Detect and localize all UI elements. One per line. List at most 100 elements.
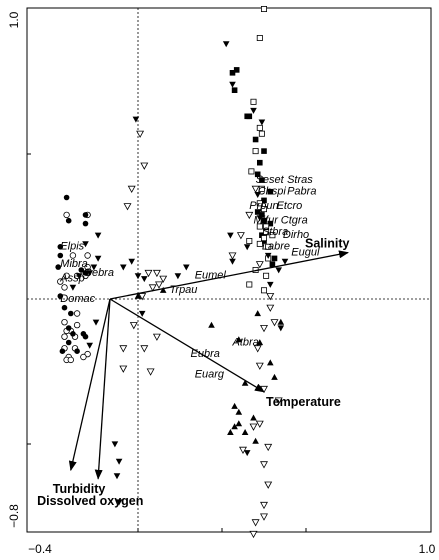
sample-point-open-inv-triangle (264, 443, 273, 452)
sample-point-open-inv-triangle (274, 397, 283, 405)
sample-point-open-square (260, 287, 267, 294)
x-tick-label-right: 1.0 (419, 542, 436, 556)
sample-point-open-inv-triangle (159, 275, 168, 283)
species-label: Eubra (191, 348, 220, 360)
species-label: Stras (287, 174, 313, 186)
sample-point-open-inv-triangle (270, 319, 279, 327)
sample-point-filled-triangle (252, 437, 259, 444)
sample-point-open-inv-triangle (138, 293, 147, 301)
sample-point-open-circle (69, 252, 77, 259)
sample-point-filled-square (267, 220, 274, 227)
sample-point-filled-circle (57, 293, 64, 299)
species-label: Assp (59, 273, 84, 285)
sample-point-open-inv-triangle (255, 420, 264, 428)
sample-point-filled-circle (65, 325, 72, 331)
sample-point-open-circle (57, 278, 64, 285)
sample-point-filled-inv-triangle (113, 473, 121, 480)
sample-point-filled-square (261, 148, 267, 154)
sample-point-open-inv-triangle (228, 252, 237, 260)
sample-point-filled-inv-triangle (256, 215, 264, 222)
sample-point-filled-inv-triangle (69, 284, 77, 291)
sample-point-filled-circle (57, 252, 64, 259)
species-label: Euarg (195, 368, 225, 380)
species-label: Labre (262, 241, 290, 253)
sample-point-open-square (263, 223, 270, 230)
sample-points (55, 6, 289, 539)
sample-point-filled-inv-triangle (132, 116, 140, 123)
sample-point-open-circle (63, 272, 70, 279)
sample-point-open-square (263, 272, 270, 279)
env-vector-arrow (109, 250, 349, 300)
species-label: Seset (256, 174, 285, 186)
sample-point-open-circle (80, 353, 87, 361)
species-label: Pabra (287, 186, 316, 198)
sample-point-filled-inv-triangle (258, 119, 266, 126)
sample-point-open-square (246, 281, 253, 288)
sample-point-open-inv-triangle (127, 185, 136, 194)
species-label: Ctgra (281, 215, 308, 227)
sample-point-filled-inv-triangle (275, 267, 282, 274)
sample-point-filled-square (271, 255, 278, 262)
sample-point-open-circle (73, 310, 81, 317)
sample-point-open-square (248, 168, 255, 175)
sample-point-open-square (250, 98, 257, 105)
sample-point-filled-square (252, 136, 259, 143)
sample-point-open-inv-triangle (119, 345, 128, 353)
sample-point-open-inv-triangle (146, 368, 155, 376)
sample-point-open-square (256, 240, 263, 247)
sample-point-open-square (263, 229, 270, 236)
species-label: Eugul (291, 247, 320, 259)
minor-ticks (27, 153, 307, 532)
sample-point-filled-inv-triangle (94, 255, 102, 262)
sample-point-filled-inv-triangle (82, 241, 89, 248)
sample-point-filled-inv-triangle (222, 41, 230, 48)
sample-point-open-inv-triangle (260, 513, 268, 521)
sample-point-open-square (256, 200, 263, 207)
env-vector-label: Dissolved oxygen (37, 494, 143, 508)
sample-point-filled-triangle (227, 429, 234, 435)
sample-point-filled-square (233, 67, 240, 73)
species-label: Mifur (254, 215, 280, 227)
sample-point-filled-circle (74, 348, 80, 355)
x-tick-label-left: −0.4 (28, 542, 52, 556)
sample-point-open-square (260, 206, 267, 213)
sample-point-open-square (269, 232, 276, 239)
species-label: Etcro (277, 200, 303, 212)
sample-point-open-circle (61, 333, 68, 340)
sample-point-filled-circle (61, 304, 68, 311)
env-vector-label: Temperature (266, 395, 341, 409)
sample-point-open-square (258, 185, 265, 192)
sample-point-open-square (258, 130, 265, 137)
sample-point-open-inv-triangle (260, 324, 268, 333)
sample-point-filled-inv-triangle (174, 273, 182, 280)
sample-point-open-circle (67, 356, 74, 364)
env-vector-arrow (68, 298, 111, 472)
sample-point-filled-square (246, 113, 253, 120)
plot-frame (26, 7, 432, 533)
species-label: Dirho (283, 229, 309, 241)
sample-point-open-inv-triangle (251, 185, 260, 194)
sample-point-open-square (256, 223, 263, 230)
sample-point-open-inv-triangle (119, 365, 128, 373)
species-label: Gebra (83, 267, 114, 279)
env-vector-arrow (94, 298, 111, 480)
sample-point-filled-circle (82, 212, 89, 218)
sample-point-filled-inv-triangle (141, 276, 148, 283)
sample-point-open-inv-triangle (140, 162, 149, 170)
sample-point-filled-triangle (241, 379, 249, 386)
sample-point-filled-circle (63, 194, 70, 201)
sample-point-open-inv-triangle (245, 211, 254, 220)
sample-point-filled-inv-triangle (92, 319, 100, 326)
sample-point-open-square (260, 235, 267, 242)
sample-point-filled-square (229, 70, 236, 76)
sample-point-open-square (246, 237, 253, 244)
sample-point-filled-inv-triangle (254, 192, 261, 198)
sample-point-filled-circle (78, 267, 85, 273)
sample-point-filled-inv-triangle (277, 325, 285, 332)
sample-point-filled-inv-triangle (86, 270, 93, 277)
y-tick-label-top: 1.0 (7, 11, 21, 28)
species-label: Elpis (60, 241, 84, 253)
species-label: Atbra (232, 336, 259, 348)
